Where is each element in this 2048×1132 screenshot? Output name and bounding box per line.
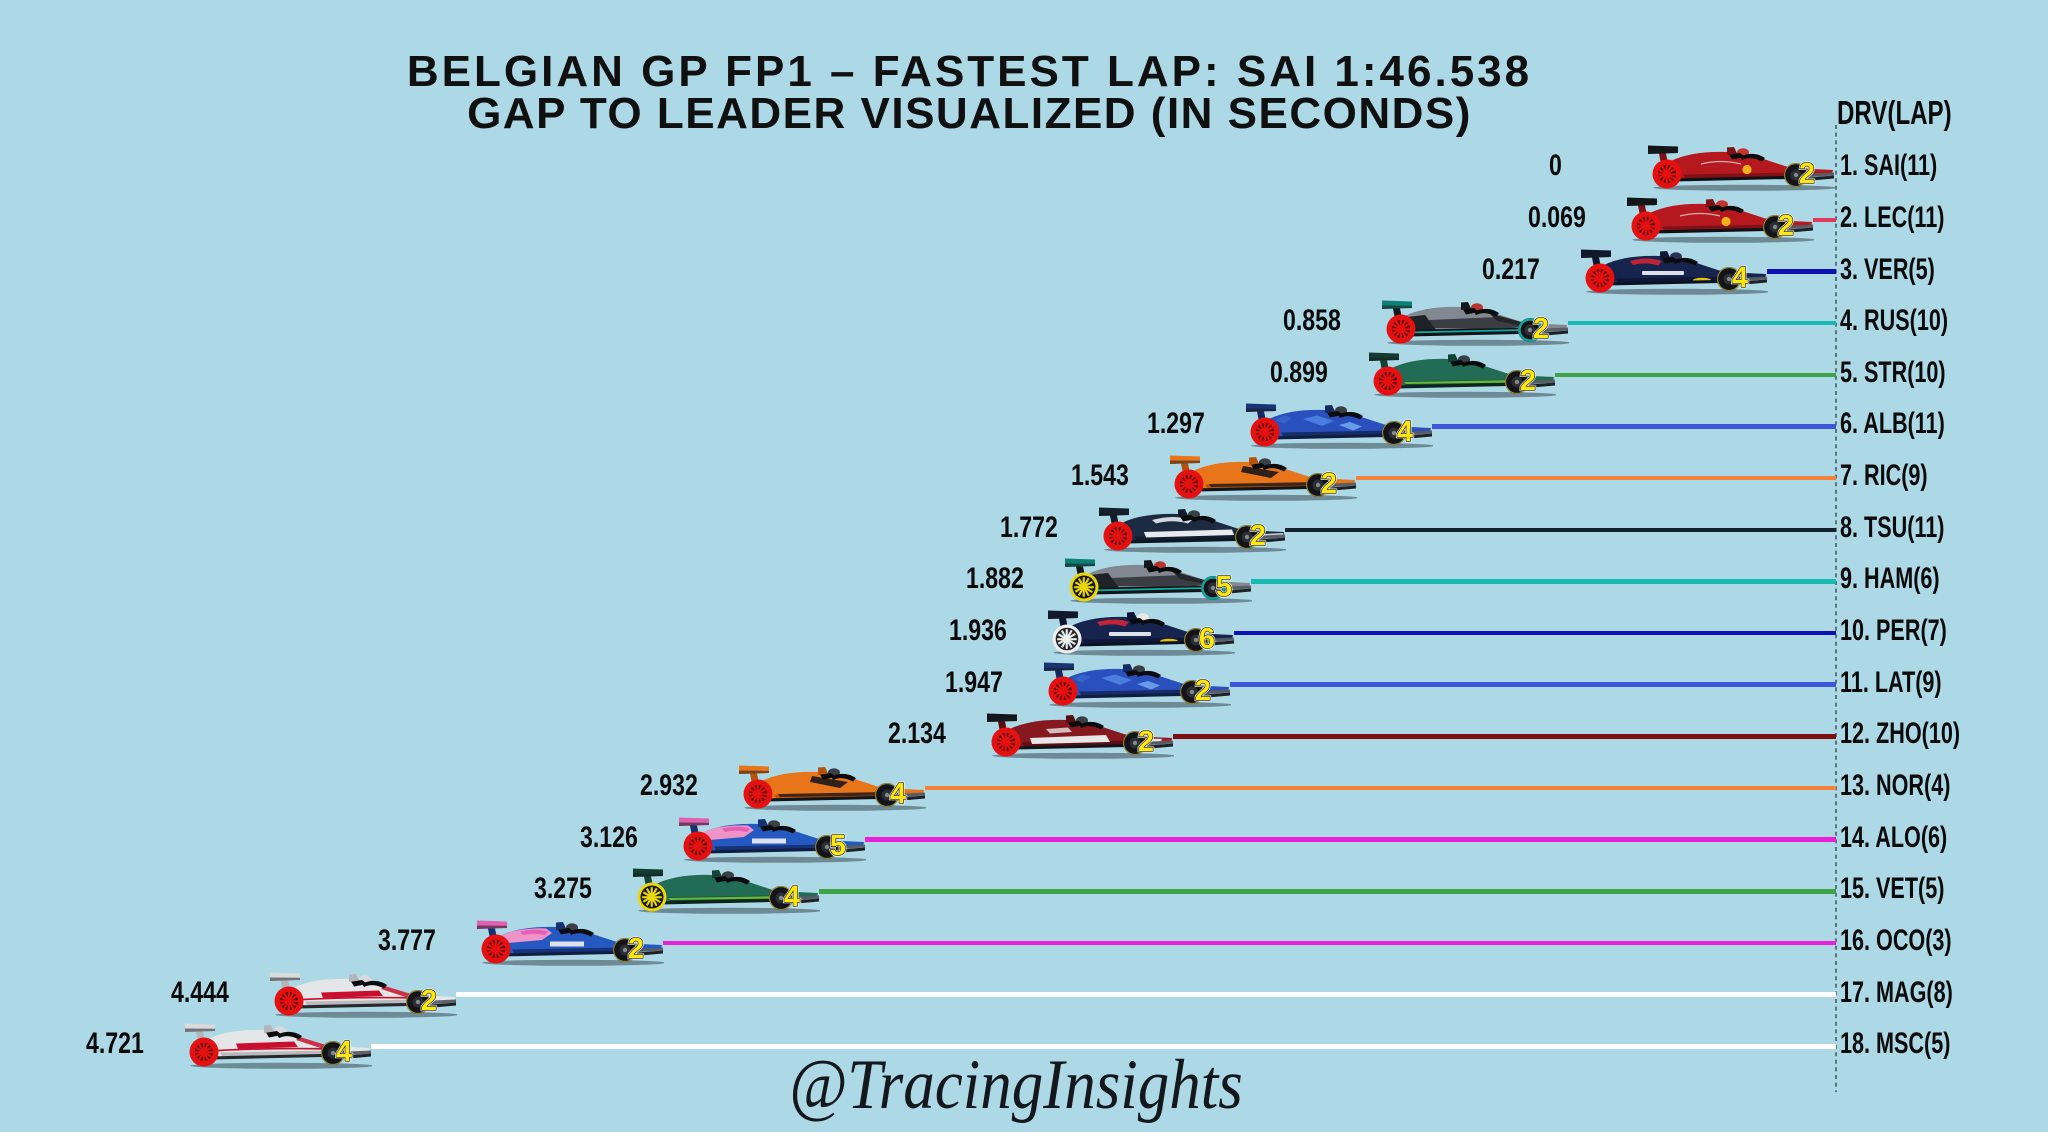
svg-text:5: 5: [1216, 571, 1232, 603]
svg-text:2: 2: [1778, 210, 1794, 242]
svg-text:2: 2: [1533, 313, 1549, 345]
svg-text:4: 4: [1732, 262, 1748, 294]
svg-text:2: 2: [1520, 365, 1536, 397]
svg-text:2: 2: [1321, 468, 1337, 500]
svg-text:2: 2: [1195, 675, 1211, 707]
svg-text:2: 2: [1778, 210, 1794, 242]
svg-text:4: 4: [784, 881, 800, 913]
svg-text:4: 4: [784, 881, 800, 913]
svg-text:4: 4: [335, 1036, 351, 1068]
svg-text:2: 2: [421, 985, 437, 1017]
svg-text:4: 4: [890, 778, 906, 810]
svg-text:2: 2: [1799, 158, 1815, 190]
svg-text:2: 2: [1250, 520, 1266, 552]
svg-text:4: 4: [890, 778, 906, 810]
svg-text:5: 5: [830, 830, 846, 862]
svg-text:2: 2: [1321, 468, 1337, 500]
svg-text:4: 4: [1397, 416, 1413, 448]
svg-text:4: 4: [335, 1036, 351, 1068]
svg-text:2: 2: [1195, 675, 1211, 707]
svg-text:5: 5: [1216, 571, 1232, 603]
svg-text:2: 2: [421, 985, 437, 1017]
svg-text:2: 2: [1520, 365, 1536, 397]
svg-text:2: 2: [1250, 520, 1266, 552]
svg-text:4: 4: [1732, 262, 1748, 294]
svg-text:4: 4: [1397, 416, 1413, 448]
svg-text:5: 5: [830, 830, 846, 862]
svg-text:2: 2: [1137, 726, 1153, 758]
svg-text:2: 2: [1799, 158, 1815, 190]
svg-text:2: 2: [1533, 313, 1549, 345]
svg-text:6: 6: [1199, 623, 1215, 655]
svg-text:2: 2: [628, 933, 644, 965]
svg-text:2: 2: [1137, 726, 1153, 758]
svg-text:6: 6: [1199, 623, 1215, 655]
svg-text:2: 2: [628, 933, 644, 965]
